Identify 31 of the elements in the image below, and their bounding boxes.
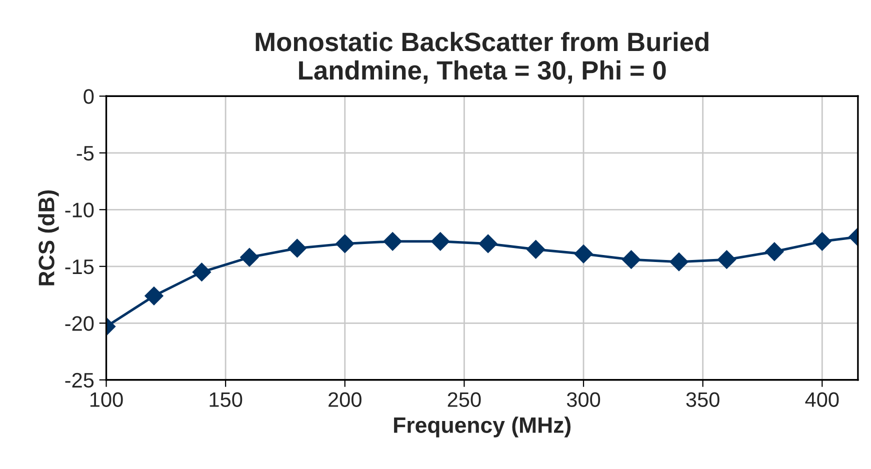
y-axis-title: RCS (dB) (38, 190, 59, 286)
x-tick-label: 350 (686, 392, 720, 407)
y-tick-label: -10 (65, 202, 94, 218)
point (192, 262, 212, 282)
y-tick-label: -15 (65, 260, 94, 274)
point (336, 234, 354, 254)
x-tick-label: 100 (90, 392, 123, 407)
point (812, 232, 832, 251)
point (717, 250, 736, 269)
point (765, 242, 784, 261)
x-tick-label: 200 (328, 392, 362, 407)
point (383, 232, 402, 251)
point (288, 238, 307, 258)
x-axis-title: Frequency (MHz) (394, 416, 571, 438)
x-tick-label: 400 (805, 392, 839, 407)
point (526, 240, 546, 259)
point (670, 252, 688, 272)
point (574, 244, 593, 264)
point (478, 234, 498, 254)
y-tick-label: -25 (65, 372, 94, 388)
point (144, 286, 164, 306)
x-tick-label: 250 (448, 392, 481, 407)
x-tick-label: 150 (210, 392, 242, 407)
point (622, 250, 641, 269)
y-tick-label: -5 (76, 146, 94, 161)
y-tick-label: -20 (65, 316, 94, 331)
chart-title: Monostatic BackScatter from Buried Landmine, Theta = 30, Phi = 0 (256, 32, 708, 84)
point (430, 232, 450, 251)
y-tick-label: 0 (84, 89, 94, 104)
x-tick-label: 300 (566, 392, 600, 407)
point (240, 248, 259, 267)
